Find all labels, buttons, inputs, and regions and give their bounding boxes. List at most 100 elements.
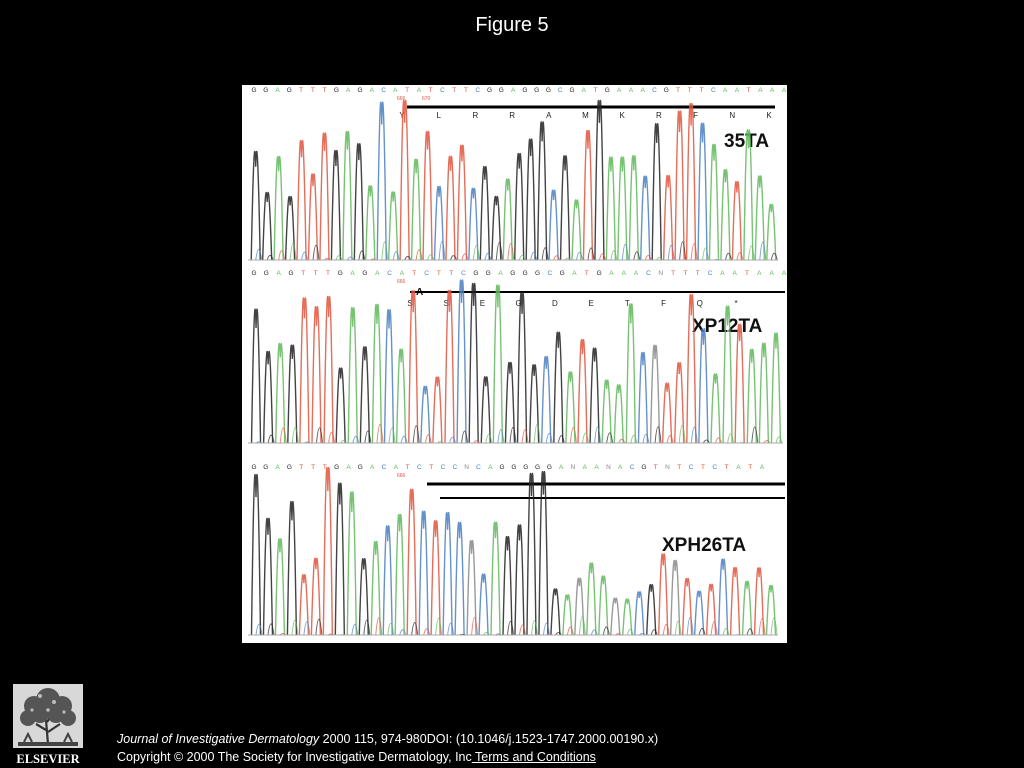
base-letter: T	[299, 87, 303, 94]
trace-peak	[589, 347, 600, 444]
trace-peak	[408, 290, 419, 444]
trace-peak	[323, 295, 334, 444]
trace-peak	[587, 247, 595, 261]
trace-peak	[586, 562, 597, 636]
trace-peak	[649, 344, 661, 444]
base-letter: A	[640, 87, 645, 94]
trace-peak	[509, 426, 517, 444]
trace-peak	[729, 566, 741, 636]
trace-peak	[387, 622, 395, 636]
trace-peak	[415, 249, 423, 261]
trace-peak	[685, 103, 697, 261]
trace-peak	[388, 191, 399, 261]
sample-label: XP12TA	[692, 316, 763, 337]
base-letter: T	[464, 87, 468, 94]
trace-peak	[722, 305, 733, 444]
trace-peak	[693, 590, 705, 636]
amino-acid: K	[620, 111, 626, 120]
trace-peak	[622, 598, 633, 636]
base-letter: N	[665, 464, 670, 471]
trace-peak	[299, 297, 310, 444]
base-letter: A	[498, 270, 503, 277]
base-letter: G	[597, 270, 602, 277]
trace-peak	[347, 307, 358, 444]
base-letter: C	[475, 87, 480, 94]
base-letter: A	[723, 87, 728, 94]
base-letter: A	[735, 87, 740, 94]
base-letter: C	[387, 270, 392, 277]
trace-peak	[753, 567, 765, 636]
amino-acid: *	[734, 299, 737, 308]
base-letter: T	[299, 464, 303, 471]
base-letter: C	[382, 464, 387, 471]
trace-peak	[766, 203, 777, 261]
base-letter: C	[646, 270, 651, 277]
base-letter: T	[405, 87, 409, 94]
trace-peak	[412, 425, 420, 444]
trace-peak	[291, 426, 299, 444]
base-letter: A	[758, 87, 763, 94]
trace-peak	[359, 346, 371, 444]
trace-peak	[507, 620, 515, 636]
position-mark: 670	[422, 96, 431, 102]
trace-peak	[658, 553, 669, 636]
base-letter: A	[572, 270, 577, 277]
trace-peak	[484, 252, 492, 261]
amino-acid: R	[656, 111, 662, 120]
trace-peak	[473, 440, 481, 444]
trace-peak	[365, 185, 376, 261]
publisher-name: ELSEVIER	[16, 752, 80, 766]
trace-peak	[279, 427, 287, 444]
base-letter: G	[288, 270, 293, 277]
base-letter: T	[449, 270, 453, 277]
trace-peak	[485, 433, 493, 444]
trace-peak	[717, 558, 729, 636]
trace-peak	[566, 626, 574, 636]
trace-peak	[628, 155, 639, 261]
trace-peak	[690, 243, 698, 261]
amino-acid: D	[552, 299, 558, 308]
trace-peak	[307, 173, 319, 261]
trace-peak	[334, 482, 346, 636]
trace-peak	[296, 139, 307, 261]
trace-peak	[255, 248, 263, 261]
trace-peak	[763, 440, 771, 444]
trace-peak	[530, 620, 538, 636]
trace-peak	[669, 559, 681, 636]
trace-peak	[483, 632, 490, 636]
terms-and-conditions-link[interactable]: Terms and Conditions	[471, 750, 596, 764]
base-letter: A	[350, 270, 355, 277]
trace-peak	[438, 240, 446, 261]
trace-peak	[637, 351, 649, 444]
trace-peak	[541, 356, 552, 444]
trace-peak	[679, 241, 687, 261]
trace-peak	[674, 110, 685, 261]
trace-peak	[642, 433, 650, 444]
base-letter: T	[748, 464, 752, 471]
trace-peak	[461, 430, 469, 444]
base-letter: G	[334, 464, 339, 471]
base-letter: G	[263, 87, 268, 94]
base-letter: N	[464, 464, 469, 471]
amino-acid: Q	[697, 299, 703, 308]
trace-peak	[358, 558, 369, 636]
trace-peak	[765, 585, 777, 636]
trace-peak	[727, 433, 735, 444]
trace-peak	[480, 376, 491, 444]
base-letter: N	[658, 270, 663, 277]
trace-peak	[330, 149, 342, 261]
base-letter: A	[370, 87, 375, 94]
trace-peak	[559, 155, 571, 261]
base-letter: C	[689, 464, 694, 471]
trace-peak	[363, 619, 371, 636]
citation-details: 2000 115, 974-980DOI: (10.1046/j.1523-17…	[319, 732, 659, 746]
base-letter: T	[747, 87, 751, 94]
amino-acid-row: S S E G D E T F Q *	[407, 299, 737, 308]
trace-peak	[478, 573, 489, 636]
chromatogram-trace	[250, 279, 783, 444]
trace-peak	[400, 435, 408, 444]
base-letter: T	[700, 87, 704, 94]
base-letter: G	[510, 270, 515, 277]
trace-peak	[526, 472, 537, 636]
